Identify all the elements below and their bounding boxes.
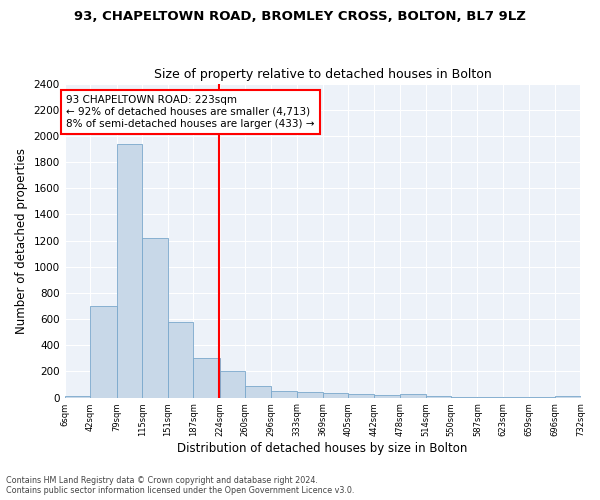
- Bar: [65, 396, 90, 398]
- Bar: [193, 358, 220, 398]
- Bar: [451, 397, 478, 398]
- Bar: [374, 395, 400, 398]
- Bar: [167, 322, 193, 398]
- Y-axis label: Number of detached properties: Number of detached properties: [15, 148, 28, 334]
- Bar: [503, 397, 529, 398]
- Bar: [529, 397, 555, 398]
- Bar: [90, 306, 116, 398]
- Bar: [323, 393, 348, 398]
- Bar: [425, 396, 451, 398]
- Bar: [142, 238, 167, 398]
- Bar: [297, 392, 323, 398]
- Bar: [220, 371, 245, 398]
- Text: 93 CHAPELTOWN ROAD: 223sqm
← 92% of detached houses are smaller (4,713)
8% of se: 93 CHAPELTOWN ROAD: 223sqm ← 92% of deta…: [66, 96, 314, 128]
- Bar: [555, 396, 581, 398]
- Bar: [245, 386, 271, 398]
- Bar: [348, 394, 374, 398]
- Title: Size of property relative to detached houses in Bolton: Size of property relative to detached ho…: [154, 68, 491, 81]
- Bar: [400, 394, 425, 398]
- Bar: [116, 144, 142, 398]
- Bar: [271, 391, 297, 398]
- Text: 93, CHAPELTOWN ROAD, BROMLEY CROSS, BOLTON, BL7 9LZ: 93, CHAPELTOWN ROAD, BROMLEY CROSS, BOLT…: [74, 10, 526, 23]
- Text: Contains HM Land Registry data © Crown copyright and database right 2024.
Contai: Contains HM Land Registry data © Crown c…: [6, 476, 355, 495]
- Bar: [478, 397, 503, 398]
- X-axis label: Distribution of detached houses by size in Bolton: Distribution of detached houses by size …: [178, 442, 468, 455]
